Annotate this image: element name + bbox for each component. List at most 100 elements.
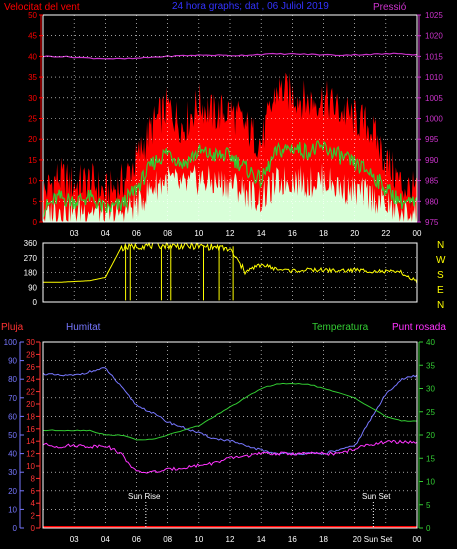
humidity-y-tick: 80 bbox=[8, 375, 17, 384]
pressure-y-tick: 1025 bbox=[425, 11, 443, 20]
pressure-y-tick: 995 bbox=[425, 135, 439, 144]
compass-e: E bbox=[437, 285, 444, 296]
wind-y-tick: 30 bbox=[28, 94, 37, 103]
temperature-y-tick: 35 bbox=[426, 361, 435, 370]
wind-y-tick: 0 bbox=[33, 218, 38, 227]
wind-x-tick: 08 bbox=[163, 229, 172, 238]
sunset-label: Sun Set bbox=[362, 492, 391, 501]
wind-y-tick: 45 bbox=[28, 32, 37, 41]
humidity-y-tick: 50 bbox=[8, 431, 17, 440]
climate-x-tick: 10 bbox=[194, 535, 203, 544]
wind-x-tick: 18 bbox=[319, 229, 328, 238]
wind-x-tick: 22 bbox=[381, 229, 390, 238]
sunrise-label: Sun Rise bbox=[128, 492, 161, 501]
dir-y-tick: 90 bbox=[28, 283, 37, 292]
rain-y-tick: 20 bbox=[26, 400, 35, 409]
wind-y-tick: 5 bbox=[33, 197, 38, 206]
climate-x-tick: 06 bbox=[132, 535, 141, 544]
rain-y-tick: 2 bbox=[31, 512, 36, 521]
compass-w: W bbox=[436, 255, 446, 266]
dir-y-tick: 360 bbox=[24, 239, 38, 248]
chart-title: 24 hora graphs; dat , 06 Juliol 2019 bbox=[172, 1, 329, 12]
humidity-y-tick: 100 bbox=[4, 338, 18, 347]
temperature-y-tick: 15 bbox=[426, 454, 435, 463]
dewpoint-line bbox=[42, 439, 418, 474]
compass-n-bottom: N bbox=[437, 300, 444, 311]
rain-y-tick: 18 bbox=[26, 412, 35, 421]
wind-x-tick: 06 bbox=[132, 229, 141, 238]
rain-y-tick: 24 bbox=[26, 375, 35, 384]
pressure-y-tick: 980 bbox=[425, 197, 439, 206]
humidity-y-tick: 10 bbox=[8, 505, 17, 514]
humidity-y-tick: 30 bbox=[8, 468, 17, 477]
humidity-y-tick: 90 bbox=[8, 357, 17, 366]
temperature-y-tick: 5 bbox=[426, 501, 431, 510]
climate-x-tick: 04 bbox=[101, 535, 110, 544]
wind-y-tick: 40 bbox=[28, 52, 37, 61]
direction-frame bbox=[42, 242, 418, 303]
temperature-y-tick: 30 bbox=[426, 385, 435, 394]
dewpoint-title: Punt rosada bbox=[392, 322, 446, 333]
climate-x-tick: 14 bbox=[257, 535, 266, 544]
rain-y-tick: 22 bbox=[26, 388, 35, 397]
climate-x-tick: 18 bbox=[319, 535, 328, 544]
wind-y-tick: 35 bbox=[28, 73, 37, 82]
compass-s: S bbox=[437, 270, 444, 281]
wind-y-tick: 50 bbox=[28, 11, 37, 20]
compass-n-top: N bbox=[437, 240, 444, 251]
rain-y-tick: 12 bbox=[26, 450, 35, 459]
wind-x-tick: 14 bbox=[257, 229, 266, 238]
wind-x-tick: 03 bbox=[70, 229, 79, 238]
rain-y-tick: 6 bbox=[31, 487, 36, 496]
humidity-title: Humitat bbox=[66, 322, 101, 333]
wind-x-tick: 16 bbox=[288, 229, 297, 238]
rain-y-tick: 8 bbox=[31, 474, 36, 483]
humidity-y-tick: 0 bbox=[13, 524, 18, 533]
temperature-y-tick: 25 bbox=[426, 408, 435, 417]
temperature-y-tick: 40 bbox=[426, 338, 435, 347]
pressure-y-tick: 1005 bbox=[425, 94, 443, 103]
temperature-title: Temperatura bbox=[312, 322, 369, 333]
rain-y-tick: 30 bbox=[26, 338, 35, 347]
climate-panel: 0102030405060708090100024681012141618202… bbox=[4, 338, 436, 544]
rain-y-tick: 28 bbox=[26, 350, 35, 359]
pressure-y-tick: 990 bbox=[425, 156, 439, 165]
humidity-line bbox=[42, 367, 418, 456]
compass-labels: N W S E N bbox=[436, 240, 446, 311]
pressure-y-tick: 1000 bbox=[425, 115, 443, 124]
humidity-y-tick: 60 bbox=[8, 412, 17, 421]
humidity-y-tick: 20 bbox=[8, 487, 17, 496]
climate-frame bbox=[42, 341, 418, 529]
temperature-y-tick: 10 bbox=[426, 478, 435, 487]
wind-y-tick: 25 bbox=[28, 115, 37, 124]
humidity-y-tick: 70 bbox=[8, 394, 17, 403]
wind-y-tick: 15 bbox=[28, 156, 37, 165]
temperature-line bbox=[42, 382, 418, 441]
climate-x-tick: 08 bbox=[163, 535, 172, 544]
wind-y-tick: 20 bbox=[28, 135, 37, 144]
climate-x-tick: 20 Sun Set bbox=[353, 535, 393, 544]
pressure-y-tick: 1020 bbox=[425, 32, 443, 41]
humidity-y-tick: 40 bbox=[8, 450, 17, 459]
dir-y-tick: 180 bbox=[24, 269, 38, 278]
wind-x-tick: 20 bbox=[350, 229, 359, 238]
wind-x-tick: 12 bbox=[226, 229, 235, 238]
direction-panel: 0 90 180 270 360 bbox=[24, 239, 418, 307]
climate-x-tick: 03 bbox=[70, 535, 79, 544]
pressure-title: Pressió bbox=[373, 2, 407, 13]
rain-title: Pluja bbox=[1, 322, 24, 333]
rain-y-tick: 0 bbox=[31, 524, 36, 533]
rain-y-tick: 10 bbox=[26, 462, 35, 471]
rain-y-tick: 14 bbox=[26, 437, 35, 446]
climate-x-tick: 16 bbox=[288, 535, 297, 544]
pressure-y-tick: 975 bbox=[425, 218, 439, 227]
wind-x-tick: 00 bbox=[413, 229, 422, 238]
rain-y-tick: 4 bbox=[31, 499, 36, 508]
wind-y-tick: 10 bbox=[28, 177, 37, 186]
wind-title: Velocitat del vent bbox=[4, 2, 80, 13]
pressure-y-tick: 1010 bbox=[425, 73, 443, 82]
dir-y-tick: 0 bbox=[33, 298, 38, 307]
climate-x-tick: 00 bbox=[413, 535, 422, 544]
